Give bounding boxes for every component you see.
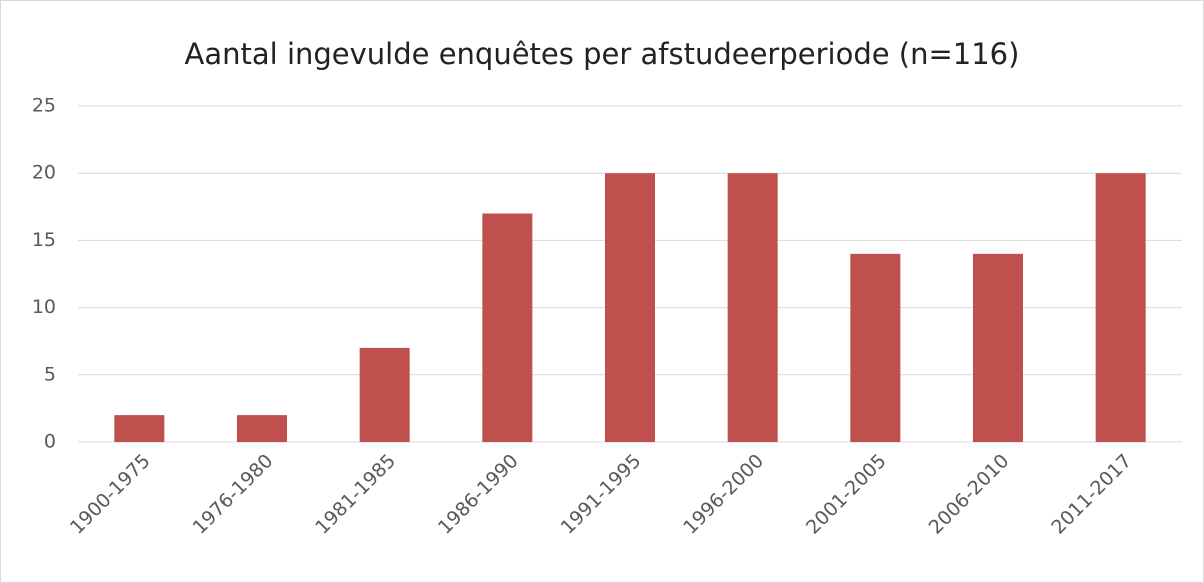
y-tick-label: 0 — [44, 431, 56, 453]
bar — [605, 173, 655, 442]
y-tick-label: 5 — [44, 363, 56, 385]
bar — [237, 415, 287, 442]
bar — [482, 213, 533, 442]
bar — [727, 173, 778, 442]
y-tick-label: 15 — [32, 229, 56, 251]
y-tick-label: 25 — [32, 95, 56, 117]
y-tick-label: 10 — [32, 296, 56, 318]
bar — [850, 253, 901, 442]
chart-title: Aantal ingevulde enquêtes per afstudeerp… — [185, 37, 1020, 71]
bar — [973, 253, 1023, 442]
bar — [359, 347, 410, 442]
bar — [1095, 173, 1146, 442]
bar — [114, 415, 165, 442]
y-tick-label: 20 — [32, 162, 56, 184]
